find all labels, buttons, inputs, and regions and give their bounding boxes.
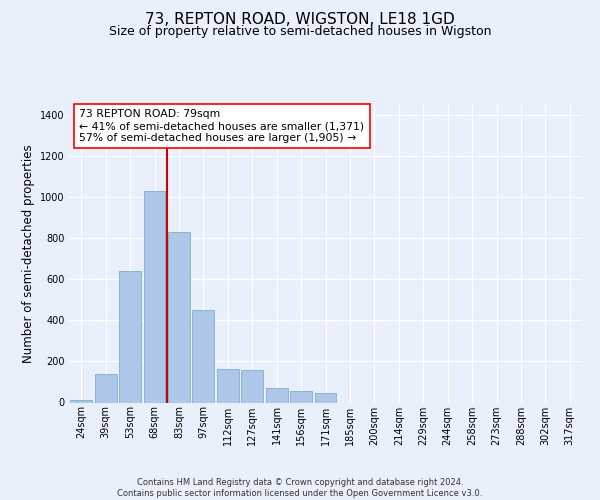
- Bar: [193, 310, 214, 402]
- Bar: [217, 368, 239, 402]
- Text: Contains HM Land Registry data © Crown copyright and database right 2024.
Contai: Contains HM Land Registry data © Crown c…: [118, 478, 482, 498]
- Text: Size of property relative to semi-detached houses in Wigston: Size of property relative to semi-detach…: [109, 25, 491, 38]
- Bar: [143, 191, 166, 402]
- Bar: [290, 391, 312, 402]
- Bar: [314, 394, 337, 402]
- Bar: [168, 232, 190, 402]
- Bar: [70, 400, 92, 402]
- Bar: [119, 271, 141, 402]
- Bar: [241, 370, 263, 402]
- Bar: [266, 388, 287, 402]
- Bar: [95, 374, 116, 402]
- Text: 73 REPTON ROAD: 79sqm
← 41% of semi-detached houses are smaller (1,371)
57% of s: 73 REPTON ROAD: 79sqm ← 41% of semi-deta…: [79, 110, 364, 142]
- Y-axis label: Number of semi-detached properties: Number of semi-detached properties: [22, 144, 35, 363]
- Text: 73, REPTON ROAD, WIGSTON, LE18 1GD: 73, REPTON ROAD, WIGSTON, LE18 1GD: [145, 12, 455, 28]
